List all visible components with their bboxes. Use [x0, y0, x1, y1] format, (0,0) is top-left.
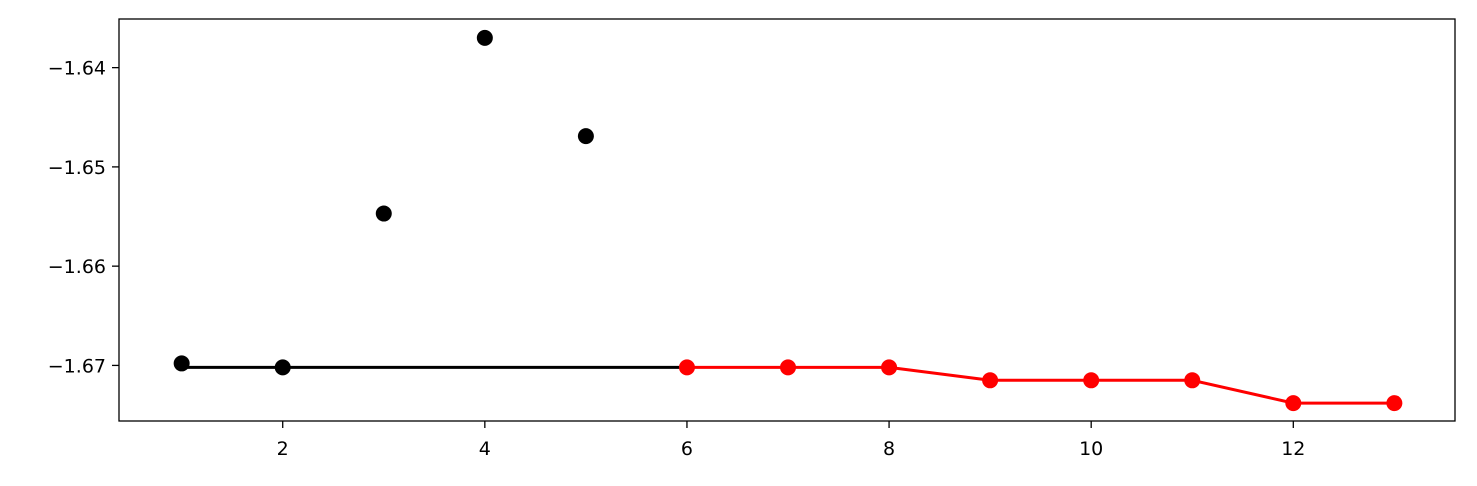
series-2-point-7 [1386, 395, 1403, 412]
series-0-point-0 [173, 355, 190, 372]
series-0-point-2 [375, 205, 392, 222]
series-0-point-1 [274, 359, 291, 376]
series-2-point-3 [982, 372, 999, 389]
chart-axes: 2 4 6 8 10 12 −1.64 −1.65 −1.66 −1.67 [48, 58, 1306, 460]
series-2-point-4 [1083, 372, 1100, 389]
series-2-point-5 [1184, 372, 1201, 389]
y-tick-label-3: −1.67 [48, 355, 106, 377]
series-2-line [685, 365, 1396, 405]
chart-marks [173, 29, 1403, 412]
x-tick-label-4: 10 [1079, 438, 1103, 460]
series-2-point-6 [1285, 395, 1302, 412]
x-tick-label-2: 6 [681, 438, 693, 460]
series-2-point-0 [678, 359, 695, 376]
y-tick-label-0: −1.64 [48, 58, 106, 80]
plot-frame [118, 18, 1456, 422]
y-tick-label-1: −1.65 [48, 157, 106, 179]
series-0-point-3 [476, 29, 493, 46]
series-2-point-2 [881, 359, 898, 376]
x-tick-label-1: 4 [479, 438, 491, 460]
x-tick-label-0: 2 [277, 438, 289, 460]
series-0-point-4 [577, 128, 594, 145]
x-tick-label-5: 12 [1281, 438, 1305, 460]
x-tick-label-3: 8 [883, 438, 895, 460]
y-tick-label-2: −1.66 [48, 256, 106, 278]
series-2-point-1 [780, 359, 797, 376]
